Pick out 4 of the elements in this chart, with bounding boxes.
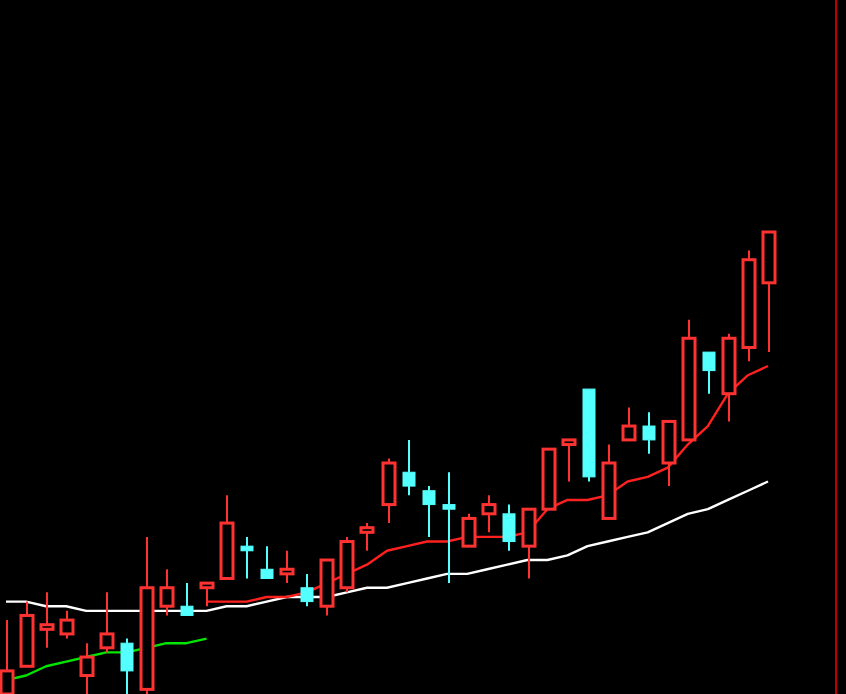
candlestick — [39, 591, 55, 649]
candlestick — [442, 471, 456, 585]
candlestick — [240, 535, 254, 580]
candlestick — [642, 411, 656, 455]
